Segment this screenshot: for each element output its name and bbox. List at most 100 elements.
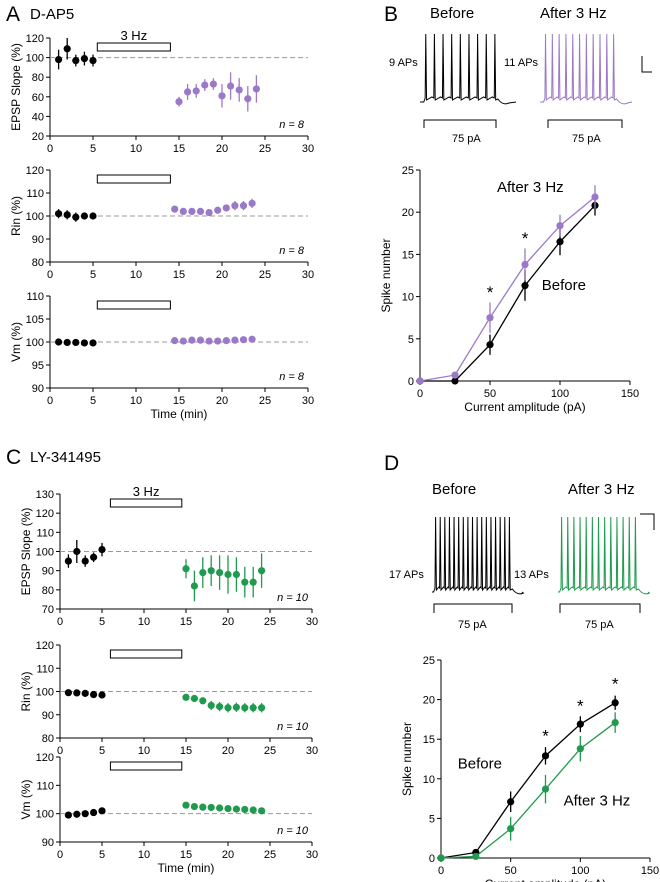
data-point [184, 88, 192, 96]
x-tick-label: 0 [47, 143, 53, 155]
chart-c1: 70 80 90 100 110 120 130 0 5 10 15 20 25 30 EPSP Slope… [19, 484, 318, 628]
scale-bar-d [640, 513, 655, 530]
data-point [205, 208, 213, 217]
y-tick-label: 5 [429, 813, 435, 825]
y-tick-label: 110 [26, 188, 44, 200]
y-tick-label: 120 [26, 165, 44, 177]
data-point [232, 703, 240, 711]
x-tick-label: 20 [216, 269, 228, 281]
y-tick-label: 15 [402, 249, 414, 261]
n-label: n = 10 [277, 825, 309, 837]
x-tick-label: 20 [216, 395, 228, 407]
y-tick-label: 120 [36, 640, 54, 652]
data-point [190, 582, 198, 590]
x-tick-label: 25 [264, 616, 276, 628]
data-point [205, 337, 213, 345]
data-point [507, 798, 515, 806]
x-tick-label: 30 [302, 269, 314, 281]
scale-bar-b [641, 56, 652, 73]
y-tick-label: 20 [32, 131, 44, 143]
data-point [231, 336, 239, 344]
data-point [222, 204, 230, 212]
stim-step-d-before [433, 603, 513, 613]
y-tick-label: 110 [26, 291, 44, 303]
stim-step-d-after [559, 603, 641, 613]
x-axis-label: Current amplitude (pA) [485, 877, 606, 882]
y-axis-label: Vm (%) [19, 780, 33, 820]
y-tick-label: 80 [42, 585, 54, 597]
trace-d-after-label: After 3 Hz [568, 481, 635, 498]
trace-b-after-stim: 75 pA [572, 133, 601, 145]
x-tick-label: 150 [621, 388, 639, 400]
significance-marker: * [542, 727, 549, 746]
stimulus-bar [96, 174, 171, 184]
data-point [72, 213, 80, 221]
significance-marker: * [487, 283, 494, 302]
data-point [244, 95, 252, 103]
data-point [179, 337, 187, 345]
significance-marker: * [522, 229, 529, 248]
x-tick-label: 0 [47, 269, 53, 281]
significance-marker: * [612, 674, 619, 693]
data-point [611, 718, 619, 727]
n-label: n = 10 [277, 721, 309, 733]
x-tick-label: 30 [302, 395, 314, 407]
x-tick-label: 15 [180, 745, 192, 757]
data-point [224, 570, 232, 579]
data-point [190, 802, 198, 811]
data-point [252, 85, 260, 93]
y-tick-label: 15 [423, 734, 435, 746]
data-point [556, 238, 564, 246]
y-tick-label: 120 [26, 33, 44, 45]
trace-b-before-stim: 75 pA [452, 133, 481, 145]
data-point [199, 568, 207, 577]
y-tick-label: 20 [423, 695, 435, 707]
panel-letter-b: B [384, 3, 398, 26]
data-point [611, 699, 619, 707]
x-tick-label: 5 [99, 745, 105, 757]
series-label: After 3 Hz [497, 179, 564, 196]
stimulus-bar [96, 300, 171, 310]
data-point [171, 205, 179, 213]
significance-marker: * [577, 697, 584, 716]
series-line [419, 196, 596, 382]
x-axis-label: Current amplitude (pA) [464, 400, 585, 414]
series-before [437, 695, 619, 862]
data-point [72, 56, 80, 65]
data-point [188, 207, 196, 215]
series-after-3-hz [171, 335, 256, 345]
y-tick-label: 80 [32, 72, 44, 84]
data-point [63, 45, 71, 53]
y-tick-label: 0 [429, 853, 435, 865]
data-point [207, 567, 215, 575]
stimulus-bar-label: 3 Hz [120, 28, 147, 43]
trace-b-before-aps: 9 APs [389, 57, 418, 69]
y-axis-label: Spike number [379, 238, 393, 312]
x-tick-label: 25 [259, 395, 271, 407]
stimulus-bar [109, 649, 183, 659]
data-point [248, 199, 256, 207]
x-tick-label: 25 [259, 143, 271, 155]
y-tick-label: 25 [402, 165, 414, 177]
data-point [249, 578, 257, 586]
chart-c2: 80 90 100 110 120 0 5 10 15 20 25 30 Rin (%) n = 10 [19, 640, 318, 757]
data-point [541, 752, 550, 760]
data-point [196, 207, 205, 215]
x-axis-label: Time (min) [158, 861, 215, 875]
data-point [556, 222, 564, 230]
x-tick-label: 100 [571, 865, 589, 877]
data-point [89, 339, 97, 347]
data-point [80, 212, 88, 220]
trace-d-before-stim: 75 pA [458, 619, 487, 631]
data-point [451, 371, 459, 379]
trace-b-after [540, 33, 633, 105]
y-tick-label: 70 [42, 604, 54, 616]
y-tick-label: 90 [42, 566, 54, 578]
trace-b-after-aps: 11 APs [504, 57, 539, 69]
x-tick-label: 50 [484, 388, 496, 400]
y-tick-label: 10 [423, 774, 435, 786]
data-point [214, 337, 222, 345]
data-point [201, 81, 209, 89]
